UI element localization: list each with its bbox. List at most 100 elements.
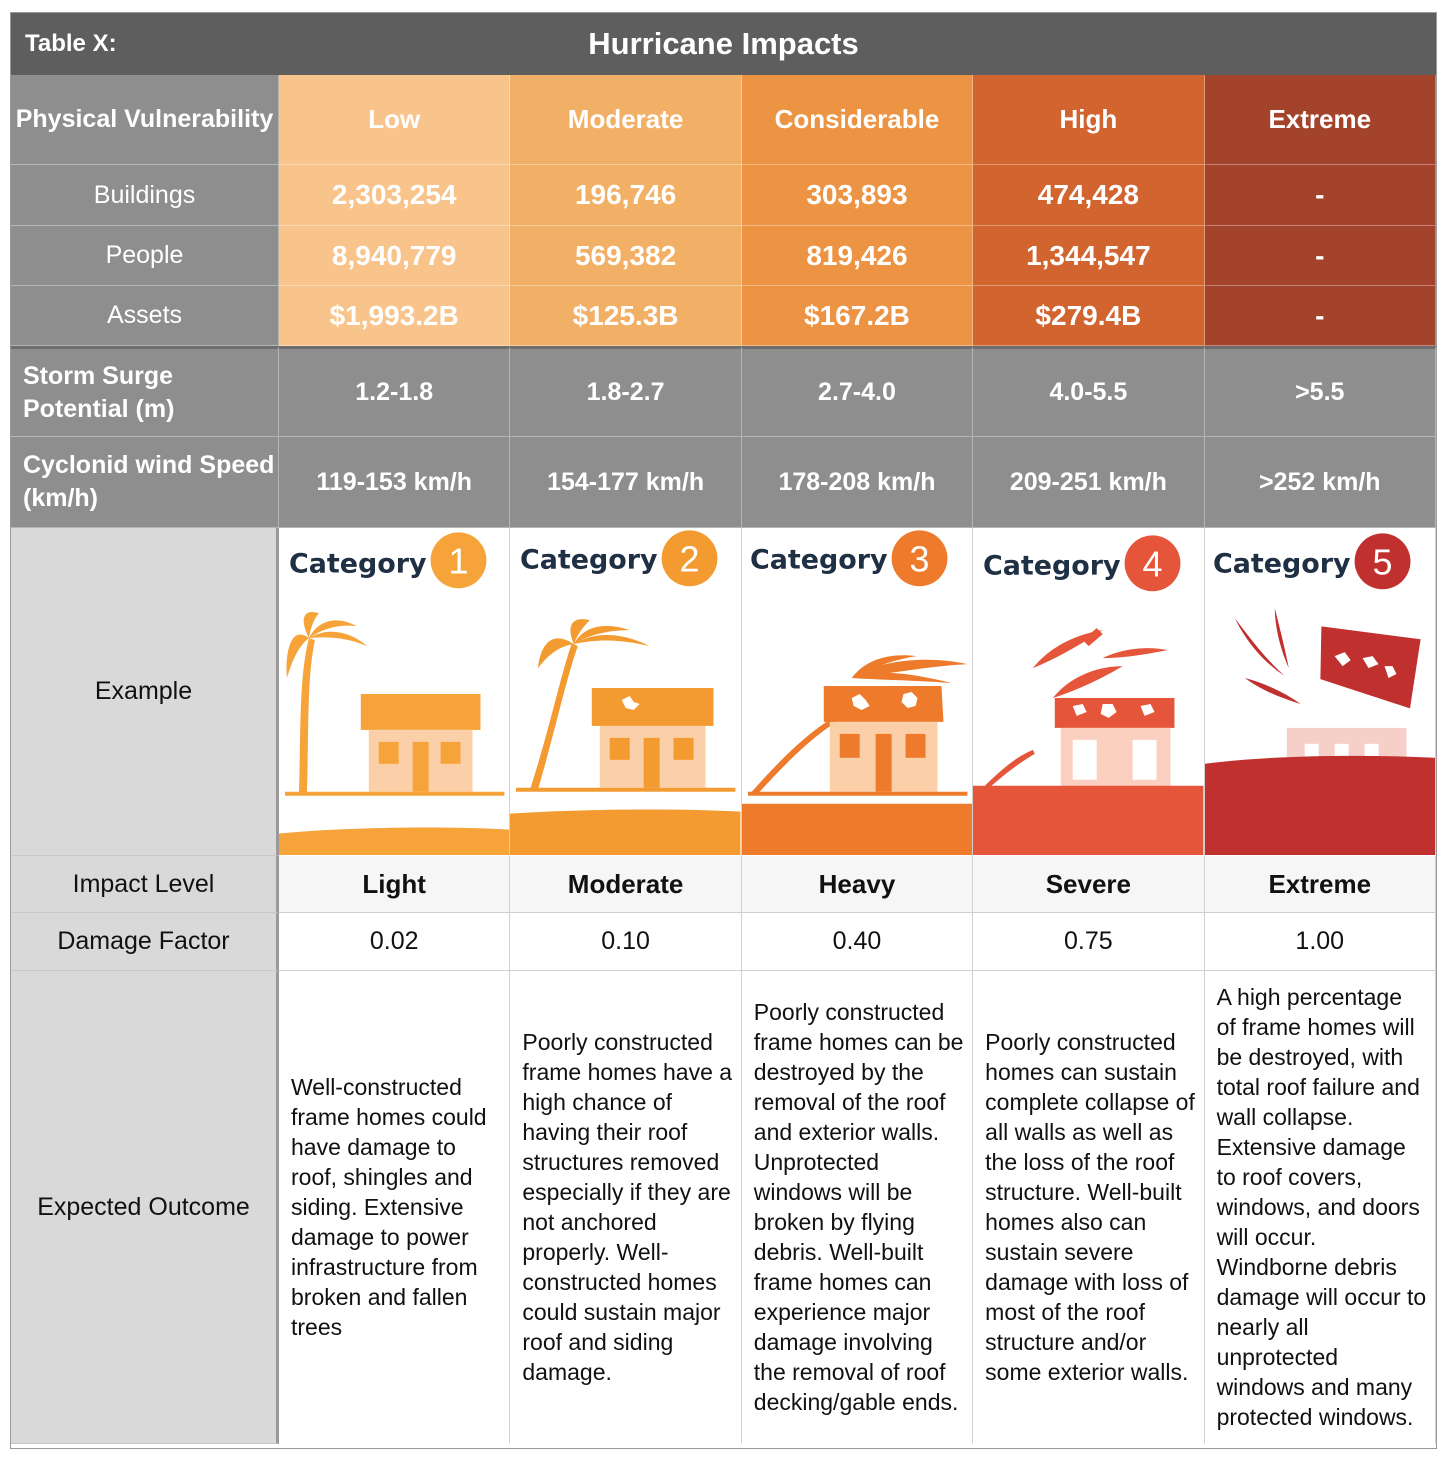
category-2-number: 2 <box>680 539 700 579</box>
category-3-number: 3 <box>909 539 929 579</box>
row-label-storm-surge: Storm Surge Potential (m) <box>11 346 279 437</box>
row-label-example: Example <box>11 528 279 856</box>
category-1-number: 1 <box>449 541 469 581</box>
category-4-badge <box>1124 535 1181 592</box>
buildings-considerable: 303,893 <box>741 165 974 226</box>
table-number-label: Table X: <box>25 30 117 57</box>
expected-outcome-considerable: Poorly constructed frame homes can be de… <box>741 971 974 1444</box>
impact-level-considerable: Heavy <box>741 856 974 913</box>
category-5-badge <box>1354 533 1411 590</box>
people-extreme: - <box>1204 226 1436 286</box>
storm-surge-high: 4.0-5.5 <box>973 346 1205 437</box>
category-3-badge <box>891 530 948 587</box>
assets-high: $279.4B <box>973 286 1205 346</box>
damaged-house-icon <box>823 686 944 792</box>
category-2-word: Category <box>520 544 658 575</box>
example-category-2: Category 2 <box>510 528 742 856</box>
expected-outcome-moderate: Poorly constructed frame homes have a hi… <box>510 971 742 1444</box>
palm-tree-icon <box>749 655 968 794</box>
impact-level-low: Light <box>279 856 511 913</box>
example-category-5: Category 5 <box>1204 528 1436 856</box>
row-label-wind-speed: Cyclonid wind Speed (km/h) <box>11 437 279 528</box>
people-high: 1,344,547 <box>973 226 1205 286</box>
storm-surge-low: 1.2-1.8 <box>279 346 511 437</box>
physical-vulnerability-header: Physical Vulnerability <box>11 75 279 165</box>
debris-icon <box>1234 608 1301 704</box>
category-5-word: Category <box>1213 548 1351 579</box>
storm-surge-considerable: 2.7-4.0 <box>741 346 974 437</box>
ground-line <box>284 791 505 796</box>
impact-level-moderate: Moderate <box>510 856 742 913</box>
assets-moderate: $125.3B <box>510 286 742 346</box>
row-label-expected-outcome: Expected Outcome <box>11 971 279 1444</box>
level-header-moderate: Moderate <box>510 75 742 165</box>
impact-level-extreme: Extreme <box>1204 856 1436 913</box>
category-3-word: Category <box>750 544 888 575</box>
people-moderate: 569,382 <box>510 226 742 286</box>
wind-speed-low: 119-153 km/h <box>279 437 511 528</box>
buildings-moderate: 196,746 <box>510 165 742 226</box>
category-2-badge <box>661 530 718 587</box>
level-header-high: High <box>973 75 1205 165</box>
hurricane-impacts-table: Hurricane Impacts Table X: Physical Vuln… <box>10 12 1437 1449</box>
ground-line <box>516 787 736 792</box>
wind-speed-moderate: 154-177 km/h <box>510 437 742 528</box>
category-3-illustration: Category 3 <box>741 530 973 855</box>
expected-outcome-high: Poorly constructed homes can sustain com… <box>973 971 1205 1444</box>
row-label-assets: Assets <box>11 286 279 346</box>
impact-level-high: Severe <box>973 856 1205 913</box>
palm-tree-icon <box>530 619 651 790</box>
table-grid: Physical Vulnerability Low Moderate Cons… <box>11 75 1436 1444</box>
row-label-damage-factor: Damage Factor <box>11 913 279 971</box>
row-label-people: People <box>11 226 279 286</box>
storm-surge-moderate: 1.8-2.7 <box>510 346 742 437</box>
water-icon <box>510 809 741 855</box>
category-4-illustration: Category 4 <box>973 535 1204 855</box>
category-1-word: Category <box>289 548 427 579</box>
damage-factor-low: 0.02 <box>279 913 511 971</box>
example-category-4: Category 4 <box>973 528 1205 856</box>
assets-low: $1,993.2B <box>279 286 511 346</box>
category-5-illustration: Category 5 <box>1204 533 1435 855</box>
water-icon <box>741 803 973 855</box>
level-header-considerable: Considerable <box>741 75 974 165</box>
expected-outcome-low: Well-constructed frame homes could have … <box>279 971 511 1444</box>
buildings-high: 474,428 <box>973 165 1205 226</box>
damage-factor-extreme: 1.00 <box>1204 913 1436 971</box>
category-5-number: 5 <box>1372 542 1392 582</box>
damage-factor-considerable: 0.40 <box>741 913 974 971</box>
level-header-extreme: Extreme <box>1204 75 1436 165</box>
example-category-3: Category 3 <box>741 528 974 856</box>
people-considerable: 819,426 <box>741 226 974 286</box>
level-header-low: Low <box>279 75 511 165</box>
table-title: Hurricane Impacts <box>588 26 859 61</box>
row-label-impact-level: Impact Level <box>11 856 279 913</box>
damaged-house-icon <box>1054 697 1175 788</box>
storm-surge-extreme: >5.5 <box>1204 346 1436 437</box>
wind-speed-high: 209-251 km/h <box>973 437 1205 528</box>
expected-outcome-extreme: A high percentage of frame homes will be… <box>1204 971 1436 1444</box>
category-4-number: 4 <box>1143 544 1163 584</box>
water-icon <box>279 827 510 855</box>
ground-line <box>747 791 968 796</box>
category-4-word: Category <box>983 550 1121 581</box>
row-label-buildings: Buildings <box>11 165 279 226</box>
damaged-house-icon <box>592 688 714 788</box>
category-2-illustration: Category 2 <box>510 530 741 855</box>
damage-factor-moderate: 0.10 <box>510 913 742 971</box>
example-category-1: Category 1 <box>279 528 511 856</box>
assets-considerable: $167.2B <box>741 286 974 346</box>
wind-speed-considerable: 178-208 km/h <box>741 437 974 528</box>
category-1-badge <box>430 532 487 589</box>
debris-icon <box>983 628 1168 790</box>
damage-factor-high: 0.75 <box>973 913 1205 971</box>
water-icon <box>1204 755 1435 855</box>
assets-extreme: - <box>1204 286 1436 346</box>
category-1-illustration: Category 1 <box>279 532 510 855</box>
water-icon <box>973 785 1204 855</box>
buildings-extreme: - <box>1204 165 1436 226</box>
people-low: 8,940,779 <box>279 226 511 286</box>
house-icon <box>360 693 481 792</box>
palm-tree-icon <box>286 611 367 793</box>
buildings-low: 2,303,254 <box>279 165 511 226</box>
